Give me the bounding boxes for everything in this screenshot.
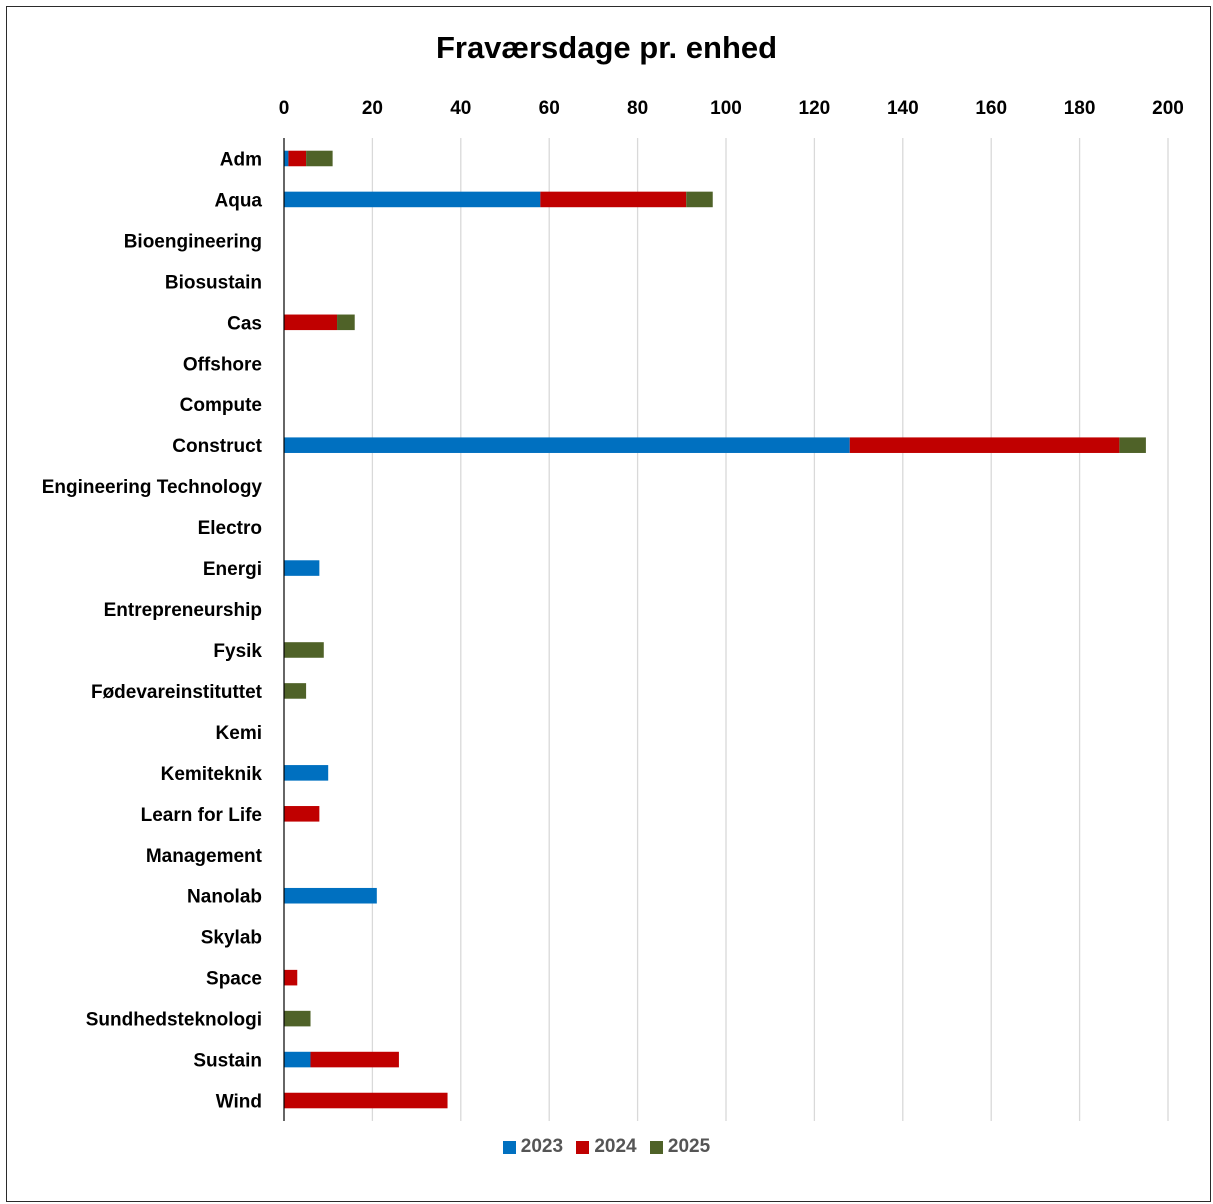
x-tick-label: 40 xyxy=(450,98,471,119)
bar-segment-2024 xyxy=(540,191,687,208)
category-label: Engineering Technology xyxy=(42,477,263,498)
category-label: Electro xyxy=(198,518,262,539)
category-label: Kemiteknik xyxy=(161,764,263,785)
legend-item-2: 2025 xyxy=(649,1136,711,1158)
bar-segment-2023 xyxy=(284,1051,311,1068)
bar-segments xyxy=(284,150,1146,1109)
category-label: Biosustain xyxy=(165,272,262,293)
legend-swatch-2 xyxy=(649,1140,663,1154)
legend-item-0: 2023 xyxy=(502,1136,564,1158)
category-label: Sustain xyxy=(193,1051,262,1072)
bar-segment-2024 xyxy=(284,969,298,986)
bar-segment-2025 xyxy=(337,314,355,331)
category-label: Compute xyxy=(180,395,262,416)
legend-item-1: 2024 xyxy=(576,1136,637,1158)
bar-segment-2025 xyxy=(284,642,324,658)
x-tick-label: 100 xyxy=(710,98,742,119)
category-label: Cas xyxy=(227,313,262,334)
category-label: Fysik xyxy=(213,641,262,662)
bar-segment-2023 xyxy=(284,437,850,453)
category-label: Nanolab xyxy=(187,887,262,908)
bar-segment-2023 xyxy=(284,191,541,208)
category-label: Aqua xyxy=(215,190,263,211)
gridlines xyxy=(371,138,1169,1121)
legend-swatch-1 xyxy=(576,1140,590,1154)
x-tick-label: 200 xyxy=(1152,98,1184,119)
legend-label-2: 2025 xyxy=(667,1136,711,1157)
category-label: Wind xyxy=(216,1092,262,1113)
category-label: Construct xyxy=(172,436,262,457)
bar-segment-2023 xyxy=(284,150,289,167)
bar-segment-2025 xyxy=(306,150,333,167)
x-tick-label: 60 xyxy=(539,98,560,119)
legend: 2023 2024 2025 xyxy=(0,1136,1213,1160)
bar-segment-2023 xyxy=(284,765,329,781)
category-label: Space xyxy=(206,969,262,990)
bar-segment-2024 xyxy=(284,1092,448,1109)
category-label: Offshore xyxy=(183,354,262,375)
bar-segment-2025 xyxy=(284,1010,311,1027)
category-label: Energi xyxy=(203,559,262,580)
x-tick-labels: 0 20 40 60 80 100 120 140 160 180 200 xyxy=(279,98,1184,119)
x-tick-label: 20 xyxy=(362,98,383,119)
legend-label-1: 2024 xyxy=(594,1136,637,1157)
x-tick-label: 180 xyxy=(1064,98,1096,119)
category-label: Kemi xyxy=(216,723,262,744)
category-labels: Adm Aqua Bioengineering Biosustain Cas Offsho… xyxy=(42,149,263,1112)
x-tick-label: 0 xyxy=(279,98,290,119)
category-label: Fødevareinstituttet xyxy=(91,682,263,703)
category-label: Bioengineering xyxy=(124,231,262,252)
x-tick-label: 160 xyxy=(975,98,1007,119)
bar-segment-2025 xyxy=(1119,437,1146,453)
category-label: Entrepreneurship xyxy=(104,600,262,621)
legend-label-0: 2023 xyxy=(520,1136,564,1157)
bar-segment-2025 xyxy=(284,683,307,699)
category-label: Skylab xyxy=(201,928,262,949)
category-label: Adm xyxy=(220,149,262,170)
x-tick-label: 80 xyxy=(627,98,648,119)
bar-segment-2023 xyxy=(284,560,320,576)
category-label: Management xyxy=(146,846,263,867)
category-label: Sundhedsteknologi xyxy=(86,1010,262,1031)
bar-segment-2024 xyxy=(284,806,320,822)
x-tick-label: 140 xyxy=(887,98,919,119)
legend-swatch-0 xyxy=(502,1140,516,1154)
bar-segment-2024 xyxy=(284,314,338,331)
chart-title: Fraværsdage pr. enhed xyxy=(435,30,778,65)
category-label: Learn for Life xyxy=(141,805,262,826)
bar-segment-2025 xyxy=(686,191,713,208)
bar-segment-2024 xyxy=(310,1051,399,1068)
x-tick-label: 120 xyxy=(799,98,831,119)
bar-segment-2023 xyxy=(284,887,377,904)
bar-segment-2024 xyxy=(849,437,1120,453)
bar-segment-2024 xyxy=(288,150,307,167)
